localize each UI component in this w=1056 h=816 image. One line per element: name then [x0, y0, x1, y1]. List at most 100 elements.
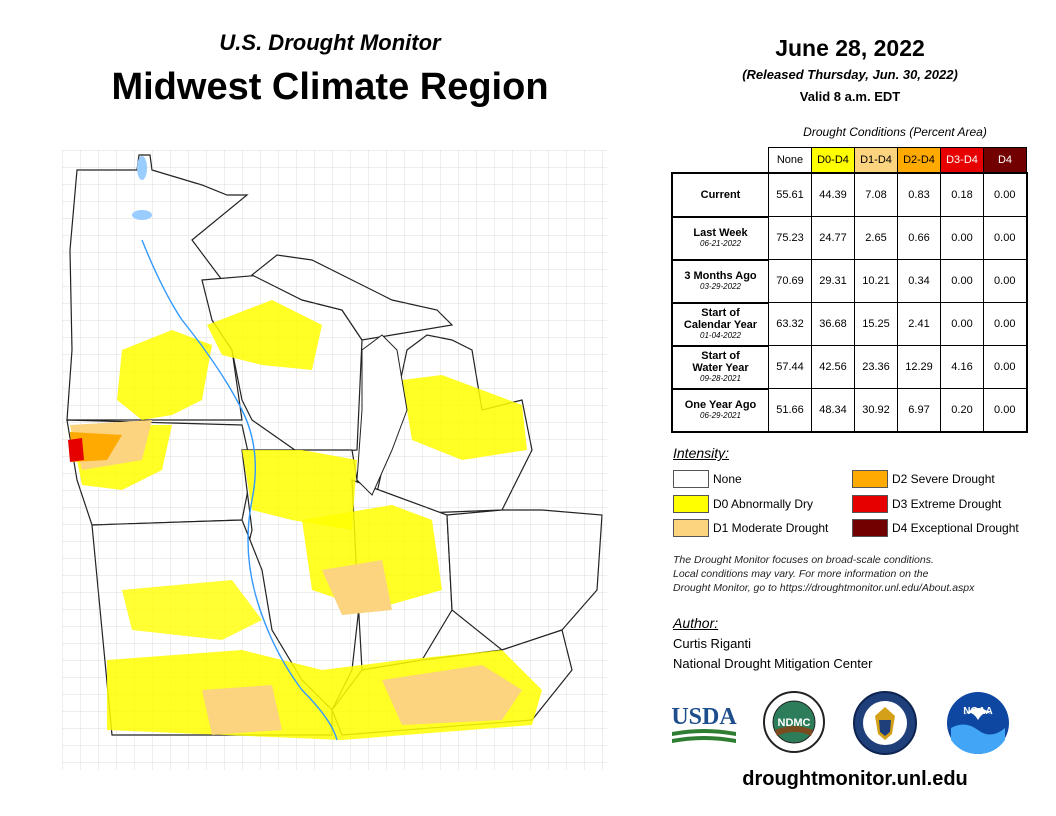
cell-none: 63.32: [768, 302, 812, 346]
rivers-lakes: [132, 156, 408, 741]
legend-swatch: [852, 495, 888, 513]
commerce-seal-logo: [853, 691, 917, 755]
valid-time: Valid 8 a.m. EDT: [799, 89, 901, 104]
cell-d0-d4: 29.31: [811, 259, 855, 303]
column-header-d2-d4: D2-D4: [897, 147, 941, 174]
table-row: One Year Ago 06-29-2021 51.66 48.34 30.9…: [671, 387, 1028, 433]
cell-d3-d4: 0.18: [940, 172, 984, 217]
noaa-logo: NOAA: [947, 692, 1009, 754]
row-label-date: 03-29-2022: [700, 282, 741, 291]
row-label: Last Week 06-21-2022: [671, 215, 769, 260]
release-date: (Released Thursday, Jun. 30, 2022): [742, 67, 958, 82]
legend-label: D0 Abnormally Dry: [713, 497, 814, 511]
d1-missouri: [202, 685, 282, 735]
noaa-wordmark: NOAA: [963, 706, 992, 717]
table-row: Last Week 06-21-2022 75.23 24.77 2.65 0.…: [671, 215, 1028, 260]
legend-label: None: [713, 472, 742, 486]
row-label-main: One Year Ago: [684, 399, 757, 412]
cell-d2-d4: 0.83: [897, 172, 941, 217]
author-organization: National Drought Mitigation Center: [673, 656, 873, 671]
lake-red: [132, 210, 152, 220]
ohio: [446, 509, 603, 651]
cell-d3-d4: 0.20: [940, 388, 984, 433]
column-header-d3-d4: D3-D4: [940, 147, 984, 174]
table-row: Current 55.61 44.39 7.08 0.83 0.18 0.00: [671, 172, 1028, 217]
lake-upper-minnesota: [137, 156, 147, 180]
row-label-date: 06-21-2022: [700, 239, 741, 248]
column-header-d4: D4: [983, 147, 1027, 174]
row-label: Current: [671, 172, 769, 217]
legend-label: D2 Severe Drought: [892, 472, 995, 486]
note-line: Drought Monitor, go to https://droughtmo…: [673, 582, 975, 594]
map-subtitle: U.S. Drought Monitor: [219, 30, 441, 55]
cell-d2-d4: 12.29: [897, 345, 941, 389]
d0-northwest: [117, 330, 212, 420]
cell-d2-d4: 0.66: [897, 216, 941, 260]
row-label: Start of Water Year 09-28-2021: [671, 344, 769, 389]
legend-swatch: [673, 495, 709, 513]
mississippi-river: [141, 239, 338, 741]
ndmc-logo: NDMC: [763, 691, 825, 753]
cell-d4: 0.00: [983, 302, 1028, 346]
note-line: Local conditions may vary. For more info…: [673, 568, 929, 580]
legend-label: D1 Moderate Drought: [713, 521, 829, 535]
legend-label: D4 Exceptional Drought: [892, 521, 1019, 535]
usda-wordmark: USDA: [671, 704, 737, 730]
table-caption: Drought Conditions (Percent Area): [803, 125, 987, 139]
row-label-main-2: Water Year: [692, 362, 749, 374]
d3-iowa: [68, 438, 84, 462]
cell-d3-d4: 0.00: [940, 302, 984, 346]
column-header-d1-d4: D1-D4: [854, 147, 898, 174]
d0-wisconsin: [207, 300, 322, 370]
cell-d1-d4: 2.65: [854, 216, 898, 260]
cell-d2-d4: 6.97: [897, 388, 941, 433]
cell-none: 70.69: [768, 259, 812, 303]
legend-swatch: [852, 519, 888, 537]
cell-d0-d4: 36.68: [811, 302, 855, 346]
cell-none: 55.61: [768, 172, 812, 217]
cell-d1-d4: 30.92: [854, 388, 898, 433]
row-label-date: 01-04-2022: [700, 331, 741, 340]
legend-swatch: [673, 470, 709, 488]
row-label: One Year Ago 06-29-2021: [671, 387, 769, 433]
note-line: The Drought Monitor focuses on broad-sca…: [673, 554, 934, 566]
column-header-d0-d4: D0-D4: [811, 147, 855, 174]
row-label-main: Last Week: [693, 227, 748, 239]
table-row: Start of Water Year 09-28-2021 57.44 42.…: [671, 344, 1028, 389]
row-label-main: Start of: [701, 350, 740, 362]
cell-none: 75.23: [768, 216, 812, 260]
table-header-row: None D0-D4 D1-D4 D2-D4 D3-D4 D4: [672, 147, 1027, 174]
table-row: 3 Months Ago 03-29-2022 70.69 29.31 10.2…: [671, 258, 1028, 303]
d1-indiana: [322, 560, 392, 615]
disclaimer-note: The Drought Monitor focuses on broad-sca…: [673, 553, 1043, 595]
ndmc-wordmark: NDMC: [778, 717, 811, 729]
column-header-none: None: [768, 147, 812, 174]
cell-d4: 0.00: [983, 388, 1028, 433]
cell-d1-d4: 15.25: [854, 302, 898, 346]
author-heading: Author:: [673, 615, 719, 631]
cell-d3-d4: 0.00: [940, 259, 984, 303]
cell-d2-d4: 2.41: [897, 302, 941, 346]
author-name: Curtis Riganti: [673, 636, 752, 651]
legend-title: Intensity:: [673, 445, 730, 461]
row-label: Start of Calendar Year 01-04-2022: [671, 301, 769, 346]
d0-michigan: [402, 375, 527, 460]
map-date: June 28, 2022: [775, 35, 925, 61]
legend-swatch: [673, 519, 709, 537]
row-label-date: 06-29-2021: [700, 411, 741, 421]
cell-d4: 0.00: [983, 216, 1028, 260]
drought-areas: [68, 300, 542, 740]
lake-michigan: [356, 334, 408, 496]
row-label-main: Current: [700, 188, 741, 201]
d0-illinois: [242, 450, 357, 530]
d1-kentucky: [382, 665, 522, 725]
cell-d0-d4: 24.77: [811, 216, 855, 260]
website-link[interactable]: droughtmonitor.unl.edu: [742, 768, 968, 790]
drought-map: [62, 150, 607, 770]
legend-label: D3 Extreme Drought: [892, 497, 1002, 511]
row-label-main: Start of: [701, 307, 740, 319]
header-blank-cell: [672, 148, 769, 174]
cell-d1-d4: 10.21: [854, 259, 898, 303]
cell-d4: 0.00: [983, 172, 1028, 217]
cell-none: 51.66: [768, 388, 812, 433]
